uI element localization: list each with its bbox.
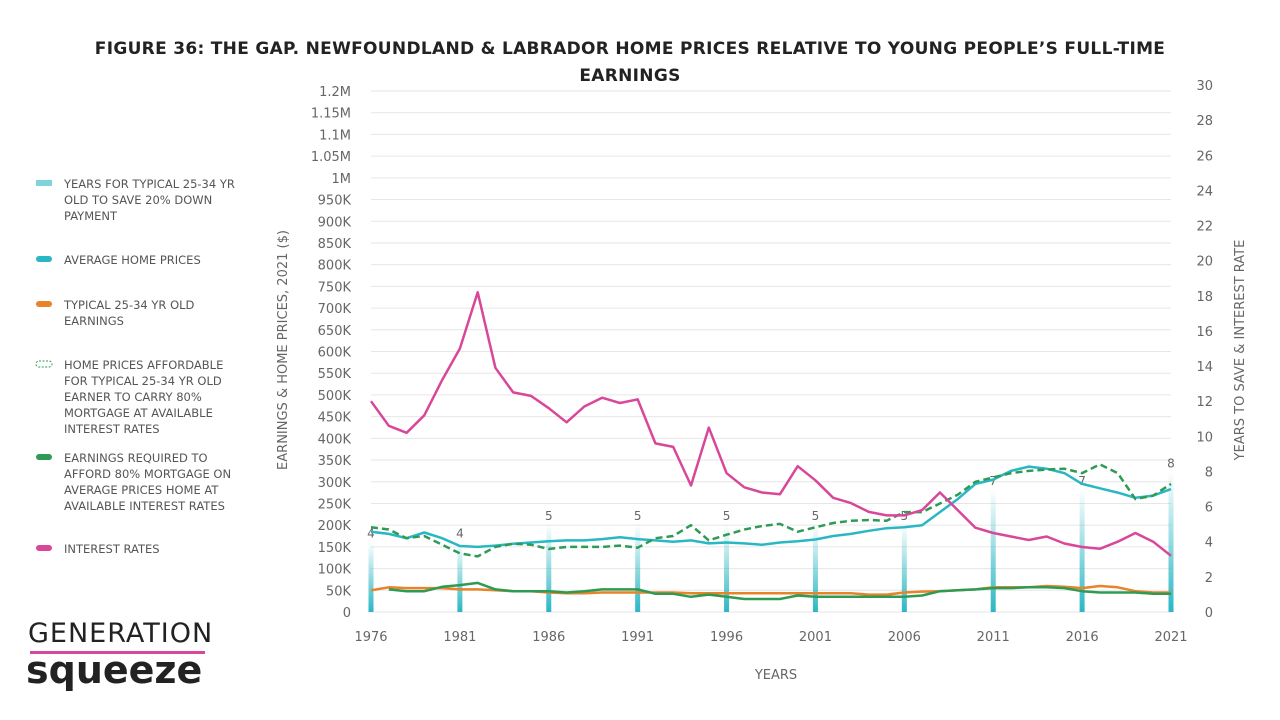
y-tick-label: 200K [318,519,352,534]
y-tick-label: 700K [318,302,352,317]
bar [812,524,818,612]
y-tick-label: 250K [318,497,352,512]
y2-tick-label: 6 [1205,501,1213,516]
bar [368,541,374,612]
y-tick-label: 550K [318,367,352,382]
x-tick-label: 1986 [532,630,565,645]
y2-tick-label: 10 [1196,430,1213,445]
y2-tick-label: 8 [1205,465,1213,480]
y-tick-label: 850K [318,237,352,252]
y2-tick-label: 22 [1196,220,1213,235]
legend-swatch [36,545,52,551]
bar [901,524,907,612]
bar-label: 5 [723,509,731,523]
legend-swatch [36,256,52,262]
y-tick-label: 1.1M [319,128,351,143]
legend-entry: AVERAGE HOME PRICES [64,253,201,267]
bar [1168,471,1174,612]
y2-tick-label: 30 [1196,79,1213,94]
legend-entry: TYPICAL 25-34 YR OLD EARNINGS [64,298,195,328]
bar-label: 5 [545,509,553,523]
x-tick-label: 2011 [977,630,1010,645]
bar-label: 8 [1167,456,1175,470]
y2-tick-label: 14 [1196,360,1213,375]
x-tick-label: 1976 [354,630,387,645]
legend-swatch [35,360,53,368]
bar-label: 7 [1078,474,1086,488]
y-axis-label: EARNINGS & HOME PRICES, 2021 ($) [276,230,291,470]
y-tick-label: 800K [318,259,352,274]
legend-swatch [36,454,52,460]
y2-tick-label: 16 [1196,325,1213,340]
bar [1079,489,1085,612]
y2-tick-label: 20 [1196,255,1213,270]
series-line [388,581,1171,601]
y-tick-label: 1M [332,172,352,187]
bar-label: 5 [634,509,642,523]
bar [990,489,996,612]
logo-text: GENERATION [28,618,214,649]
y2-tick-label: 28 [1196,114,1213,129]
y2-tick-label: 18 [1196,290,1213,305]
x-tick-label: 2001 [799,630,832,645]
chart-title: FIGURE 36: THE GAP. NEWFOUNDLAND & LABRA… [94,39,1166,86]
y-tick-label: 150K [318,541,352,556]
logo-bar [30,651,205,654]
y2-tick-label: 12 [1196,395,1213,410]
bar-label: 4 [456,527,464,541]
y-tick-label: 1.15M [311,107,351,122]
legend-entry: YEARS FOR TYPICAL 25-34 YR OLD TO SAVE 2… [64,177,235,223]
bar [457,541,463,612]
y-tick-label: 350K [318,454,352,469]
y-tick-label: 750K [318,280,352,295]
bar-label: 5 [812,509,820,523]
y2-tick-label: 26 [1196,149,1213,164]
legend-entry: INTEREST RATES [64,542,160,556]
legend-entry: HOME PRICES AFFORDABLE FOR TYPICAL 25-34… [64,358,224,436]
y-tick-label: 450K [318,411,352,426]
series-line [369,291,1172,557]
y2-tick-label: 24 [1196,184,1213,199]
y-tick-label: 1.05M [311,150,351,165]
x-tick-label: 1991 [621,630,654,645]
y-tick-label: 950K [318,194,352,209]
y-tick-label: 650K [318,324,352,339]
y-tick-label: 900K [318,215,352,230]
y2-tick-label: 4 [1205,536,1213,551]
y-tick-label: 1.2M [319,85,351,100]
y2-tick-label: 0 [1205,606,1213,621]
legend-swatch [36,301,52,307]
y-tick-label: 50K [326,584,352,599]
x-tick-label: 2021 [1154,630,1187,645]
y2-tick-label: 2 [1205,571,1213,586]
y-tick-label: 500K [318,389,352,404]
y-tick-label: 0 [343,606,351,621]
x-tick-label: 1996 [710,630,743,645]
legend-swatch [36,180,52,186]
y2-axis-label: YEARS TO SAVE & INTEREST RATE [1233,240,1248,462]
bar [635,524,641,612]
x-tick-label: 2016 [1066,630,1099,645]
logo-text: squeeze [26,648,203,692]
x-tick-label: 1981 [443,630,476,645]
bar-label: 7 [989,474,997,488]
bar [546,524,552,612]
bar [724,524,730,612]
y-tick-label: 600K [318,346,352,361]
y-tick-label: 400K [318,432,352,447]
x-tick-label: 2006 [888,630,921,645]
y-tick-label: 300K [318,476,352,491]
series-line [370,465,1172,549]
bar-label: 4 [367,527,375,541]
x-axis-label: YEARS [754,668,797,683]
legend-entry: EARNINGS REQUIRED TO AFFORD 80% MORTGAGE… [64,451,232,513]
series-line [370,463,1172,558]
y-tick-label: 100K [318,563,352,578]
